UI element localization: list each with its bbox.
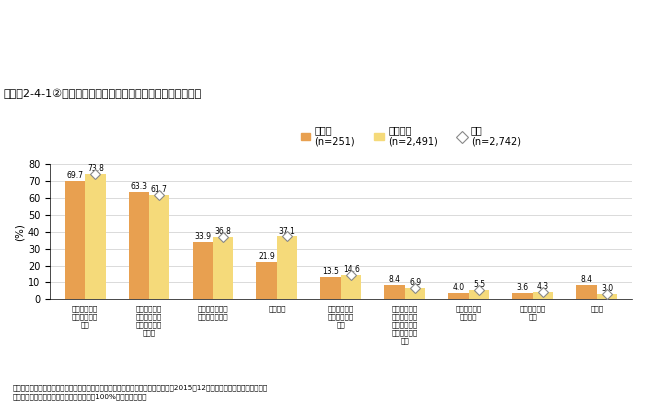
Bar <box>384 285 405 299</box>
Bar <box>469 290 489 299</box>
Bar <box>85 174 105 299</box>
Y-axis label: (%): (%) <box>15 223 25 240</box>
Legend: 大企業
(n=251), 中小企業
(n=2,491), 全体
(n=2,742): 大企業 (n=251), 中小企業 (n=2,491), 全体 (n=2,742… <box>301 125 521 147</box>
Bar <box>277 237 298 299</box>
Bar <box>405 288 425 299</box>
Bar <box>320 277 341 299</box>
Text: 4.0: 4.0 <box>453 283 465 292</box>
Bar <box>533 292 553 299</box>
Bar <box>597 294 617 299</box>
Text: 資料：中小企業庁委託「中小企業のリスクマネジメントへの取組に関する調査」（2015年12月、みずほ総合研究所（株））
（注）　複数回答のため、合計は必ずしも10: 資料：中小企業庁委託「中小企業のリスクマネジメントへの取組に関する調査」（201… <box>13 384 269 400</box>
Text: 69.7: 69.7 <box>67 171 83 180</box>
Text: 8.4: 8.4 <box>389 275 400 284</box>
Text: 36.8: 36.8 <box>215 227 232 236</box>
Text: 37.1: 37.1 <box>279 227 296 236</box>
Text: 4.3: 4.3 <box>537 282 549 291</box>
Text: 14.6: 14.6 <box>343 265 360 274</box>
Bar <box>512 293 533 299</box>
Text: 21.9: 21.9 <box>258 253 275 262</box>
Text: 5.5: 5.5 <box>473 280 485 289</box>
Bar <box>448 293 469 299</box>
Bar <box>129 192 149 299</box>
Bar <box>256 262 277 299</box>
Text: 33.9: 33.9 <box>194 232 212 241</box>
Bar <box>149 195 170 299</box>
Text: 8.4: 8.4 <box>580 275 593 284</box>
Text: 3.0: 3.0 <box>601 284 613 293</box>
Bar <box>213 237 234 299</box>
Text: 63.3: 63.3 <box>130 182 148 191</box>
Text: 61.7: 61.7 <box>151 185 168 194</box>
Text: コラム2-4-1②図　企業規模別に見た新事業展開における課題: コラム2-4-1②図 企業規模別に見た新事業展開における課題 <box>3 89 202 99</box>
Bar <box>65 181 85 299</box>
Bar <box>341 275 362 299</box>
Text: 73.8: 73.8 <box>87 164 104 173</box>
Bar <box>576 285 597 299</box>
Text: 6.9: 6.9 <box>409 278 421 287</box>
Bar <box>193 242 213 299</box>
Text: 13.5: 13.5 <box>322 267 339 276</box>
Text: 3.6: 3.6 <box>516 284 529 293</box>
